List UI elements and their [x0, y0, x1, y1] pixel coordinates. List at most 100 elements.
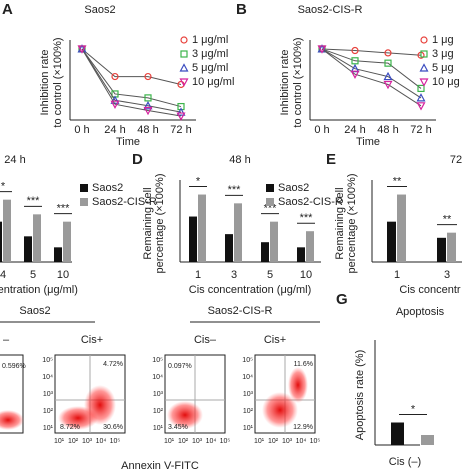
legend-swatch	[266, 198, 274, 206]
x-axis-label: centration (μg/ml)	[0, 284, 78, 296]
legend-label: 1 μg/ml	[192, 34, 228, 46]
y-tick-label: 10⁵	[242, 357, 253, 364]
legend-swatch	[80, 198, 88, 206]
x-tick-label: 10	[57, 269, 69, 281]
y-tick-label: 10³	[243, 391, 254, 398]
chart-title: Saos2-CIS-R	[298, 4, 363, 16]
legend-label: 10 μg/ml	[192, 76, 234, 88]
x-tick-label: 1	[394, 269, 400, 281]
x-tick-label: 48 h	[137, 124, 158, 136]
x-tick-label: 1	[195, 269, 201, 281]
legend-marker	[179, 63, 189, 72]
chart-title: Saos2	[84, 4, 115, 16]
chart-title: 72	[450, 154, 462, 166]
legend-label: 10 μg	[432, 76, 460, 88]
y-tick-label: 10²	[43, 408, 54, 415]
marker	[416, 93, 426, 102]
significance-label: ***	[228, 184, 242, 196]
significance-label: **	[443, 214, 452, 226]
x-tick-label: 10²	[68, 438, 79, 445]
panel-letter: B	[236, 1, 247, 18]
significance-label: *	[411, 403, 416, 415]
marker	[350, 70, 360, 79]
x-tick-label: 10¹	[254, 438, 265, 445]
y-tick-label: 10⁵	[42, 357, 53, 364]
legend-label: 5 μg/ml	[192, 62, 228, 74]
bar	[421, 435, 434, 445]
y-axis-label: Remaining cell	[142, 187, 154, 259]
y-tick-label: 10³	[153, 391, 164, 398]
cell-cloud	[262, 392, 298, 428]
y-axis-label: to control (×100%)	[292, 37, 304, 127]
chart-title: 48 h	[229, 154, 250, 166]
y-tick-label: 10⁴	[42, 374, 53, 381]
series-line	[81, 48, 182, 85]
y-tick-label: 10¹	[243, 425, 254, 432]
chart-title: Apoptosis	[396, 306, 445, 318]
series-line	[321, 48, 422, 99]
x-tick-label: 10¹	[164, 438, 175, 445]
y-tick-label: 10¹	[153, 425, 164, 432]
legend-marker	[179, 78, 189, 87]
quadrant-percentage: 8.72%	[60, 424, 80, 431]
legend-swatch	[80, 184, 88, 192]
y-axis-label: Remaining cell	[334, 187, 346, 259]
marker	[383, 80, 393, 90]
bar	[397, 194, 406, 262]
cell-cloud	[288, 367, 308, 403]
x-tick-label: 10⁴	[296, 438, 307, 445]
x-tick-label: 10	[300, 269, 312, 281]
x-tick-label: 4	[0, 269, 6, 281]
x-axis-label: Time	[356, 136, 380, 148]
marker	[351, 57, 359, 65]
condition-label: –	[3, 334, 10, 346]
x-tick-label: 10¹	[54, 438, 65, 445]
significance-label: *	[196, 175, 201, 187]
legend-marker	[180, 50, 188, 58]
panel-letter: G	[336, 291, 348, 308]
cell-cloud	[0, 410, 24, 430]
significance-label: ***	[300, 212, 314, 224]
significance-label: *	[1, 181, 6, 193]
panel-letter: D	[132, 151, 143, 168]
x-axis-label: Annexin V-FITC	[121, 460, 199, 472]
marker	[144, 72, 152, 81]
x-tick-label: 72 h	[170, 124, 191, 136]
y-axis-label: Apoptosis rate (%)	[354, 350, 366, 440]
x-tick-label: 48 h	[377, 124, 398, 136]
series-line	[81, 48, 182, 117]
legend-label: Saos2	[278, 182, 309, 194]
marker	[351, 46, 359, 55]
significance-label: ***	[57, 203, 71, 215]
x-tick-label: 10²	[178, 438, 189, 445]
condition-label: Cis+	[264, 334, 286, 346]
marker	[317, 45, 327, 54]
legend-marker	[420, 36, 428, 44]
bar	[198, 194, 206, 262]
y-axis-label: to control (×100%)	[52, 37, 64, 127]
bar	[391, 422, 404, 445]
bar	[33, 214, 41, 262]
bar	[63, 221, 71, 262]
legend-swatch	[266, 184, 274, 192]
bar	[447, 232, 456, 262]
x-tick-label: 10³	[282, 438, 293, 445]
x-tick-label: 3	[444, 269, 450, 281]
quadrant-percentage: 4.72%	[103, 361, 123, 368]
marker	[384, 49, 392, 57]
condition-label: Cis–	[194, 334, 217, 346]
bar	[261, 242, 269, 262]
y-axis-label: Inhibition rate	[279, 49, 291, 115]
x-tick-label: 10⁵	[220, 438, 231, 445]
x-tick-label: 10⁵	[310, 438, 321, 445]
x-axis-label: Cis (–)	[389, 456, 421, 468]
condition-label: Cis+	[81, 334, 103, 346]
x-axis-label: Cis concentration (μg/ml)	[189, 284, 312, 296]
marker	[176, 112, 186, 121]
series-line	[321, 48, 422, 107]
series-line	[321, 48, 422, 56]
marker	[111, 72, 119, 81]
x-axis-label: Cis concentr	[399, 284, 460, 296]
x-tick-label: 3	[231, 269, 237, 281]
